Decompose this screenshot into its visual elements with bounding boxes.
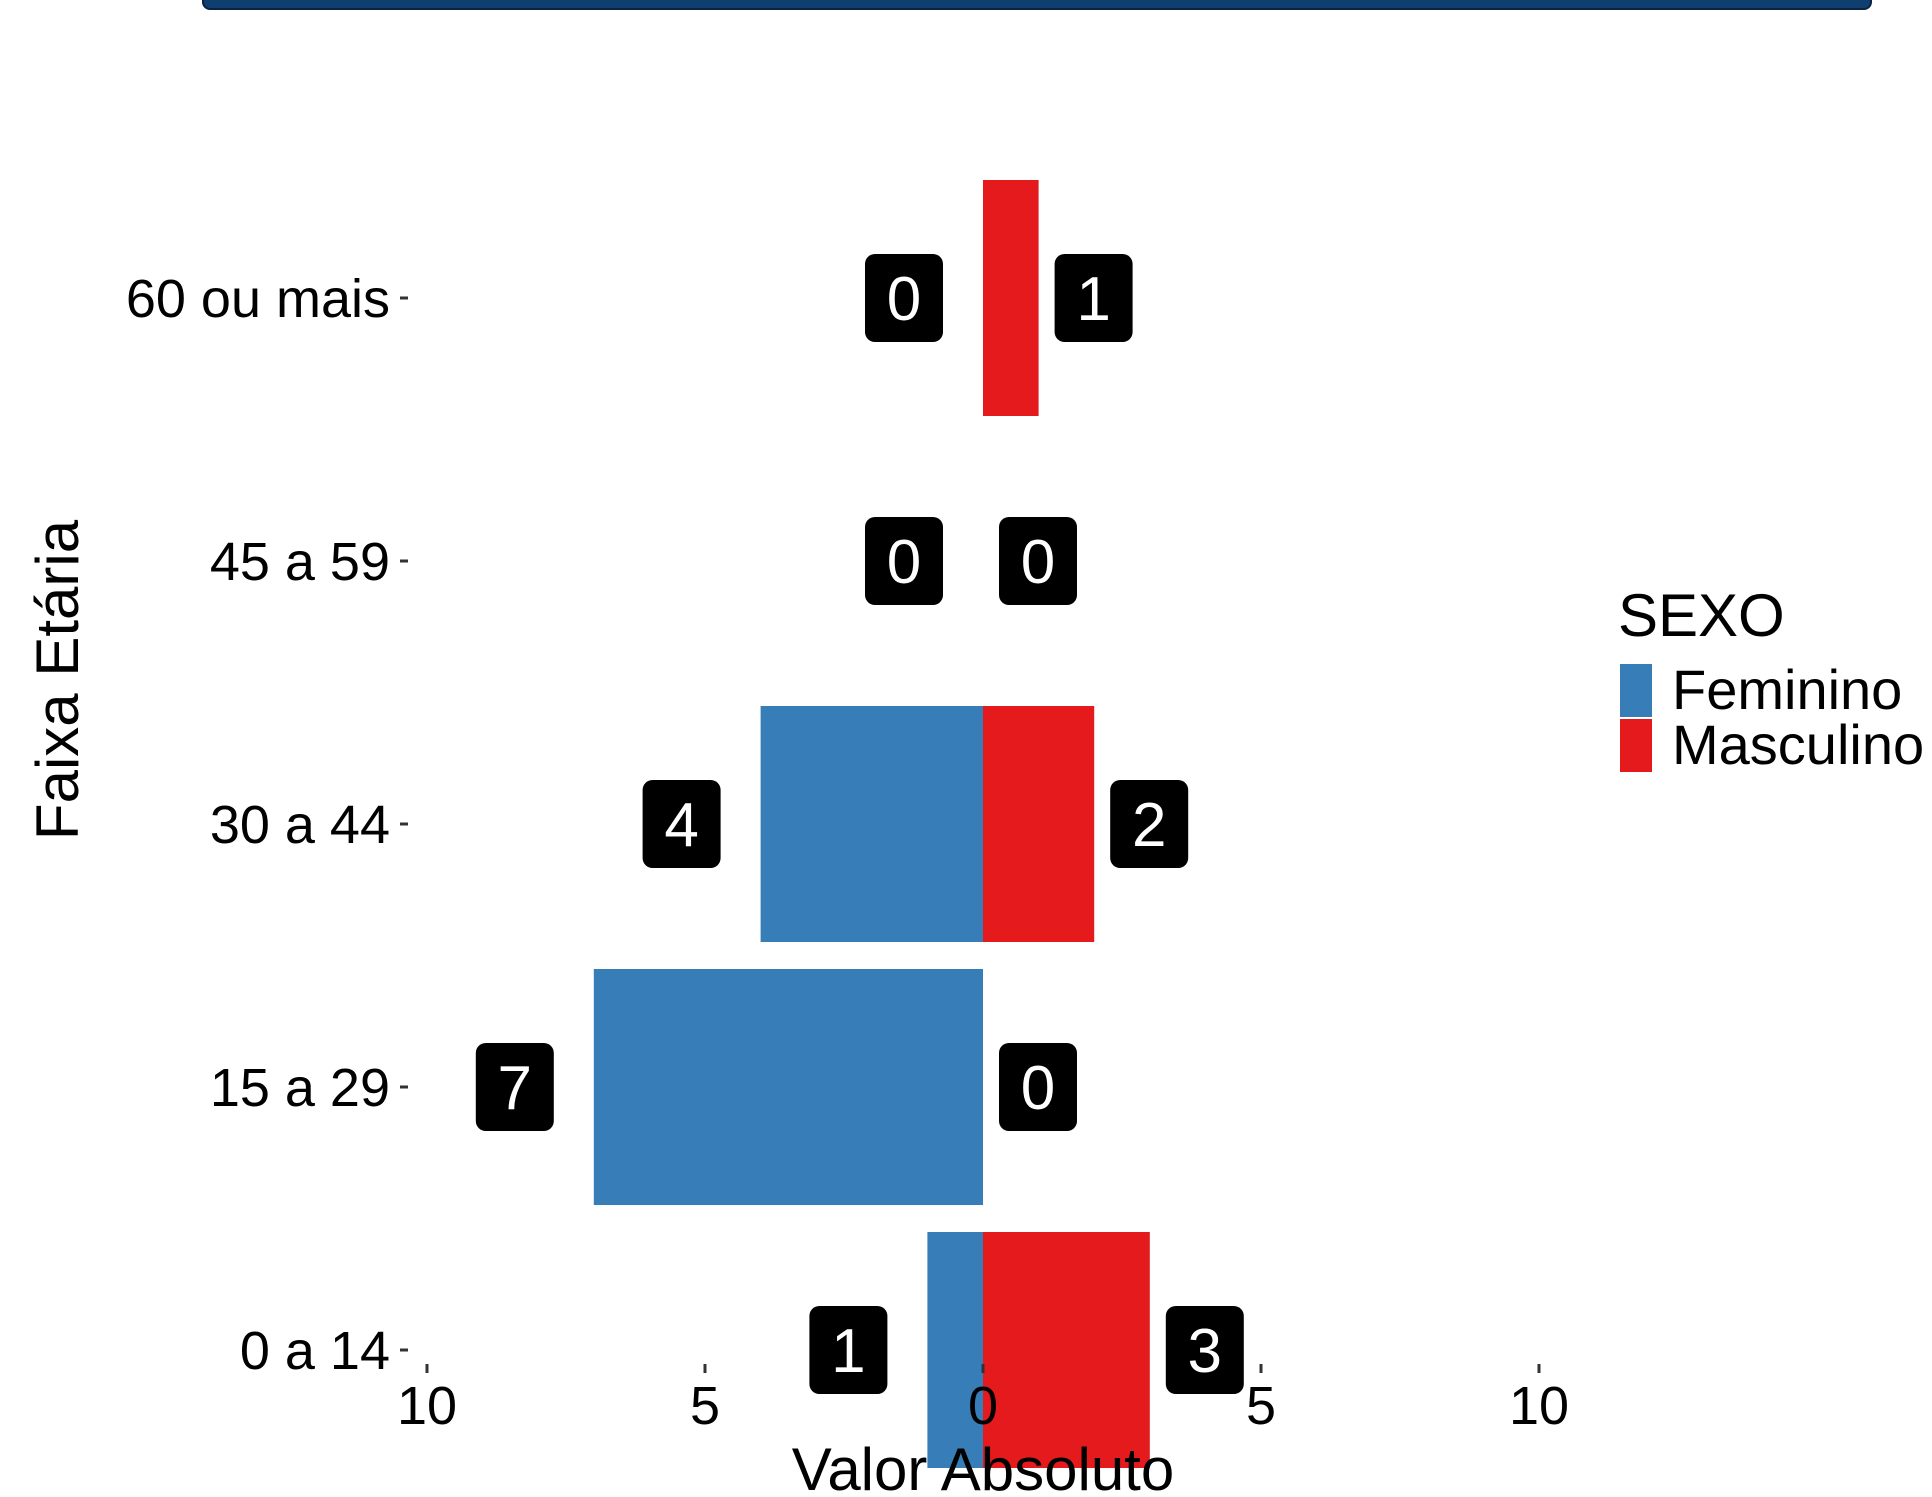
x-tick-label: 5 (1246, 1376, 1276, 1436)
value-label-feminino-0-a-14: 1 (809, 1306, 888, 1394)
value-label-box (809, 1306, 888, 1394)
value-label-box (999, 1043, 1077, 1131)
value-label-box (1165, 1306, 1244, 1394)
value-label-feminino-30-a-44: 4 (642, 780, 721, 868)
value-label-text: 0 (1021, 1054, 1055, 1123)
x-axis-title: Valor Absoluto (792, 1436, 1174, 1497)
legend-title: SEXO (1618, 582, 1785, 649)
top-banner (202, 0, 1872, 10)
value-label-box (865, 517, 943, 605)
value-label-box (1054, 254, 1133, 342)
value-label-feminino-45-a-59: 0 (865, 517, 943, 605)
value-label-masculino-15-a-29: 0 (999, 1043, 1077, 1131)
x-axis: 10 5 0 5 10 (397, 1364, 1569, 1436)
legend-swatch-masculino (1620, 719, 1652, 772)
bar-masculino-0-a-14 (983, 1232, 1150, 1468)
y-tick-label: 0 a 14 (240, 1321, 390, 1381)
value-label-masculino-30-a-44: 2 (1110, 780, 1189, 868)
bar-feminino-30-a-44 (760, 706, 983, 942)
y-tick-label: 60 ou mais (126, 269, 390, 329)
value-label-box (865, 254, 943, 342)
value-label-box (1110, 780, 1189, 868)
value-label-text: 1 (831, 1317, 865, 1386)
y-axis: 0 a 14 15 a 29 30 a 44 45 a 59 60 ou mais (126, 269, 408, 1381)
value-label-box (642, 780, 721, 868)
value-label-text: 4 (664, 791, 698, 860)
value-label-feminino-15-a-29: 7 (475, 1043, 554, 1131)
bar-masculino-30-a-44 (983, 706, 1095, 942)
value-label-masculino-0-a-14: 3 (1165, 1306, 1244, 1394)
bar-feminino-15-a-29 (593, 969, 983, 1205)
value-label-box (999, 517, 1077, 605)
value-label-feminino-60-ou-mais: 0 (865, 254, 943, 342)
bar-feminino-0-a-14 (927, 1232, 983, 1468)
value-labels-layer: 1 3 7 0 4 2 0 0 0 1 (475, 254, 1244, 1394)
legend-label-masculino: Masculino (1672, 713, 1924, 776)
y-tick-label: 30 a 44 (210, 795, 390, 855)
legend-label-feminino: Feminino (1672, 658, 1902, 721)
value-label-text: 7 (498, 1054, 532, 1123)
value-label-text: 0 (887, 265, 921, 334)
value-label-text: 1 (1076, 265, 1110, 334)
x-tick-label: 0 (968, 1376, 998, 1436)
value-label-text: 2 (1132, 791, 1166, 860)
x-tick-label: 10 (1509, 1376, 1569, 1436)
y-tick-label: 45 a 59 (210, 532, 390, 592)
bars-layer (593, 180, 1150, 1468)
value-label-text: 0 (887, 528, 921, 597)
value-label-text: 3 (1188, 1317, 1222, 1386)
x-tick-label: 5 (690, 1376, 720, 1436)
value-label-masculino-60-ou-mais: 1 (1054, 254, 1133, 342)
bar-masculino-60-ou-mais (983, 180, 1039, 416)
legend-swatch-feminino (1620, 664, 1652, 717)
value-label-text: 0 (1021, 528, 1055, 597)
y-axis-title: Faixa Etária (24, 519, 91, 840)
x-tick-label: 10 (397, 1376, 457, 1436)
y-tick-label: 15 a 29 (210, 1058, 390, 1118)
value-label-masculino-45-a-59: 0 (999, 517, 1077, 605)
value-label-box (475, 1043, 554, 1131)
